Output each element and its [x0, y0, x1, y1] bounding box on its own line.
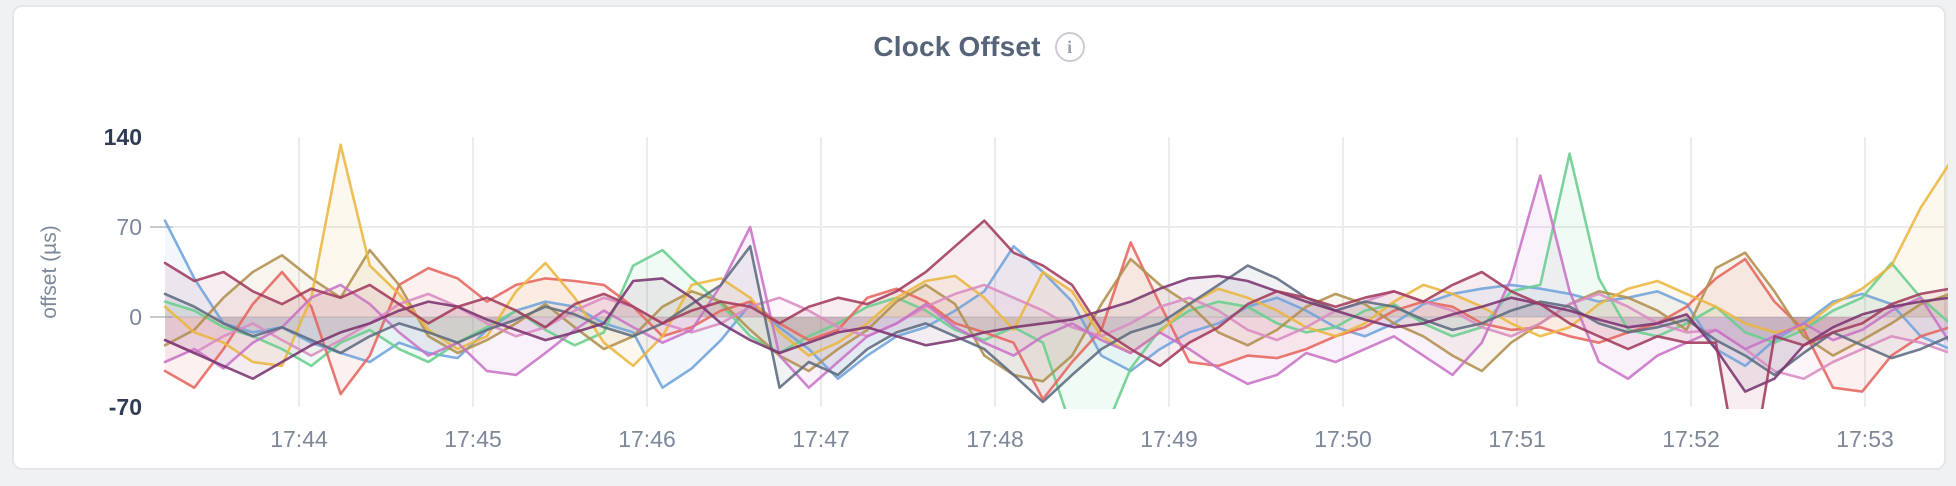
- series-lines: [163, 143, 1948, 409]
- x-tick-label: 17:53: [1836, 426, 1894, 452]
- series-area: [165, 275, 1948, 392]
- x-tick-label: 17:46: [618, 426, 676, 452]
- series-areas: [165, 144, 1948, 409]
- series-line: [163, 248, 1948, 383]
- series-line: [163, 174, 1948, 390]
- series-area: [165, 153, 1948, 409]
- y-tick-label: 140: [104, 124, 142, 150]
- series-area: [165, 220, 1948, 388]
- x-tick-label: 17:48: [966, 426, 1024, 452]
- x-tick-label: 17:44: [270, 426, 328, 452]
- series-area: [165, 284, 1948, 379]
- clock-offset-chart[interactable]: 17:44 17:45 17:46 17:47 17:48 17:49 17:50 17:51…: [14, 7, 1948, 472]
- x-tick-label: 17:52: [1662, 426, 1720, 452]
- chart-title: Clock Offset: [873, 31, 1041, 62]
- series-area: [165, 246, 1948, 402]
- axis-labels: 17:44 17:45 17:46 17:47 17:48 17:49 17:50 17:51…: [38, 124, 1894, 452]
- x-tick-label: 17:51: [1488, 426, 1546, 452]
- x-tick-label: 17:50: [1314, 426, 1372, 452]
- y-axis-title: offset (µs): [38, 225, 61, 318]
- x-tick-label: 17:45: [444, 426, 502, 452]
- series-line: [163, 274, 1948, 393]
- y-tick-label: -70: [109, 394, 142, 420]
- info-icon-glyph: i: [1067, 36, 1073, 57]
- chart-header: Clock Offset i: [14, 31, 1944, 63]
- y-tick-label: 0: [129, 304, 142, 330]
- series-area: [165, 220, 1948, 409]
- x-tick-label: 17:49: [1140, 426, 1198, 452]
- series-line: [163, 219, 1948, 390]
- grid-layer: [150, 137, 1948, 407]
- x-tick-label: 17:47: [792, 426, 850, 452]
- series-area: [165, 144, 1948, 366]
- chart-card: Clock Offset i 17:44 17:45 17:46 17:47 17:48…: [12, 5, 1948, 472]
- series-line: [163, 245, 1948, 404]
- series-line: [163, 219, 1948, 409]
- info-icon[interactable]: i: [1054, 32, 1085, 62]
- y-tick-label: 70: [116, 214, 142, 240]
- series-area: [165, 250, 1948, 382]
